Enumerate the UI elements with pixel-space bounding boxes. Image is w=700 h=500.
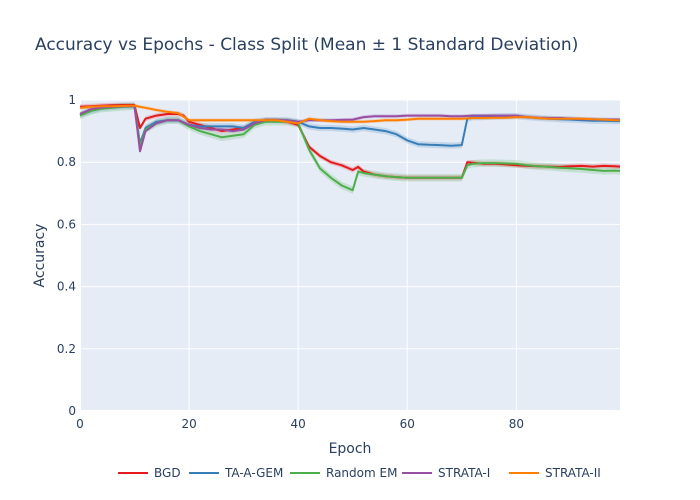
- legend-item[interactable]: BGD: [118, 466, 181, 480]
- x-tick-label: 0: [76, 417, 84, 431]
- x-tick-label: 40: [291, 417, 306, 431]
- tick-layer: 0 0.2 0.4 0.6 0.8 1 0 20 40 60 80: [57, 93, 524, 431]
- legend-label: STRATA-I: [438, 466, 490, 480]
- series-band-1: [80, 103, 620, 149]
- y-tick-label: 1: [68, 93, 76, 107]
- x-tick-label: 60: [400, 417, 415, 431]
- legend-label: Random EM: [326, 466, 397, 480]
- chart-title: Accuracy vs Epochs - Class Split (Mean ±…: [35, 35, 578, 55]
- y-tick-label: 0.2: [57, 342, 76, 356]
- legend: BGD TA-A-GEM Random EM STRATA-I STRATA-II: [118, 466, 601, 480]
- series-line-4: [79, 104, 620, 125]
- y-tick-label: 0: [68, 404, 76, 418]
- legend-label: TA-A-GEM: [224, 466, 283, 480]
- legend-item[interactable]: STRATA-II: [509, 466, 601, 480]
- y-tick-label: 0.4: [57, 280, 76, 294]
- legend-item[interactable]: STRATA-I: [402, 466, 490, 480]
- y-tick-label: 0.8: [57, 155, 76, 169]
- grid-layer: [79, 99, 620, 412]
- x-axis-label: Epoch: [329, 441, 372, 457]
- legend-item[interactable]: TA-A-GEM: [189, 466, 283, 480]
- x-tick-label: 20: [181, 417, 196, 431]
- y-tick-label: 0.6: [57, 217, 76, 231]
- legend-label: BGD: [154, 466, 181, 480]
- line-layer: [79, 104, 621, 192]
- legend-label: STRATA-II: [545, 466, 601, 480]
- legend-item[interactable]: Random EM: [290, 466, 397, 480]
- plot-area: [80, 100, 620, 411]
- y-axis-label: Accuracy: [32, 224, 48, 288]
- x-tick-label: 80: [509, 417, 524, 431]
